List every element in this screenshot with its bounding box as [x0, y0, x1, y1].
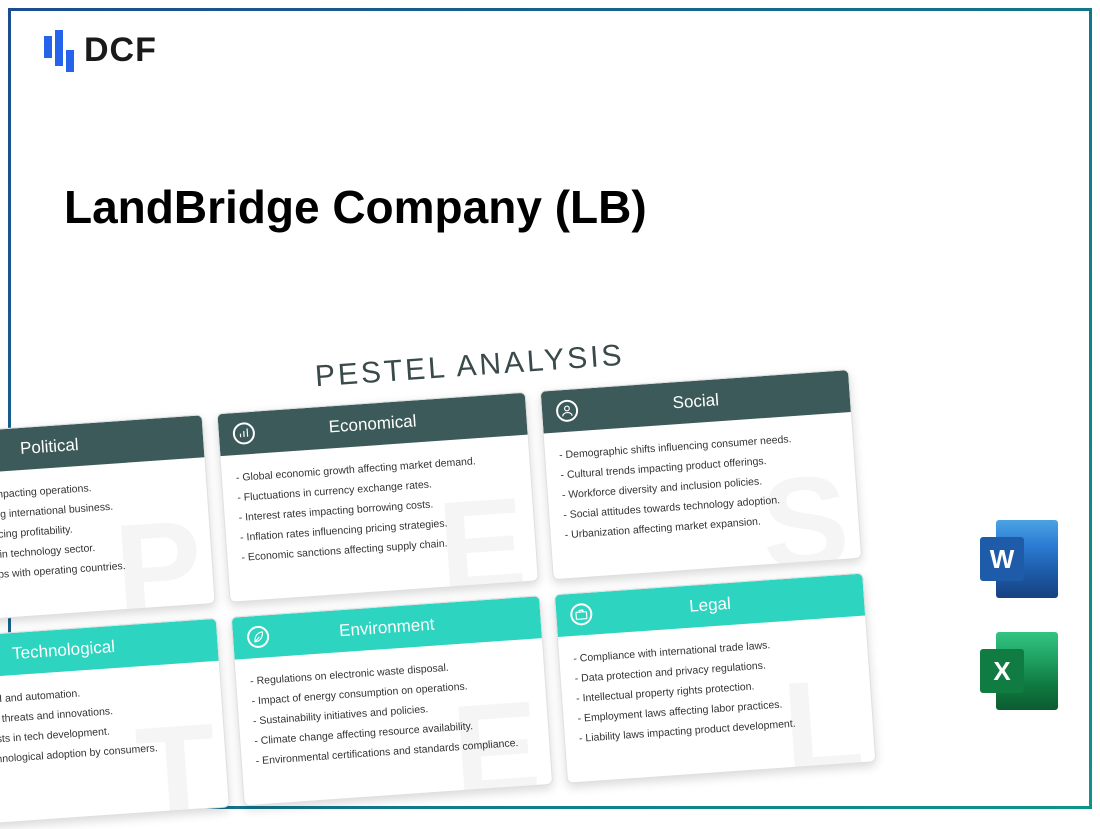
briefcase-icon [570, 603, 593, 626]
page-title: LandBridge Company (LB) [64, 180, 647, 234]
card-title: Economical [328, 411, 417, 437]
excel-icon: X [980, 632, 1058, 710]
card-body: - Global economic growth affecting marke… [220, 435, 536, 580]
card-economical: Economical E - Global economic growth af… [216, 392, 538, 603]
card-social: Social S - Demographic shifts influencin… [540, 369, 862, 580]
word-letter: W [980, 537, 1024, 581]
person-icon [555, 399, 578, 422]
card-body: - Compliance with international trade la… [558, 616, 874, 761]
logo-text: DCF [84, 31, 157, 70]
card-body: ernment stability impacting operations. … [0, 457, 213, 602]
card-political: Political P ernment stability impacting … [0, 414, 216, 625]
chart-icon [232, 422, 255, 445]
card-environment: Environment E - Regulations on electroni… [231, 595, 553, 806]
card-title: Political [19, 435, 79, 459]
card-body: - Demographic shifts influencing consume… [544, 412, 860, 557]
card-title: Technological [12, 637, 116, 664]
word-icon: W [980, 520, 1058, 598]
pestel-diagram: PESTEL ANALYSIS Political P ernment stab… [0, 322, 898, 829]
file-type-icons: W X [980, 520, 1058, 710]
card-body: - Regulations on electronic waste dispos… [235, 638, 551, 783]
logo-bars-icon [44, 28, 74, 72]
card-title: Social [672, 390, 720, 413]
leaf-icon [246, 625, 269, 648]
card-technological: Technological T - Advances in AI and aut… [0, 618, 230, 829]
card-title: Legal [689, 594, 732, 617]
card-legal: Legal L - Compliance with international … [554, 573, 876, 784]
card-title: Environment [339, 615, 436, 642]
pestel-grid: Political P ernment stability impacting … [0, 368, 898, 829]
logo: DCF [44, 28, 157, 72]
excel-letter: X [980, 649, 1024, 693]
